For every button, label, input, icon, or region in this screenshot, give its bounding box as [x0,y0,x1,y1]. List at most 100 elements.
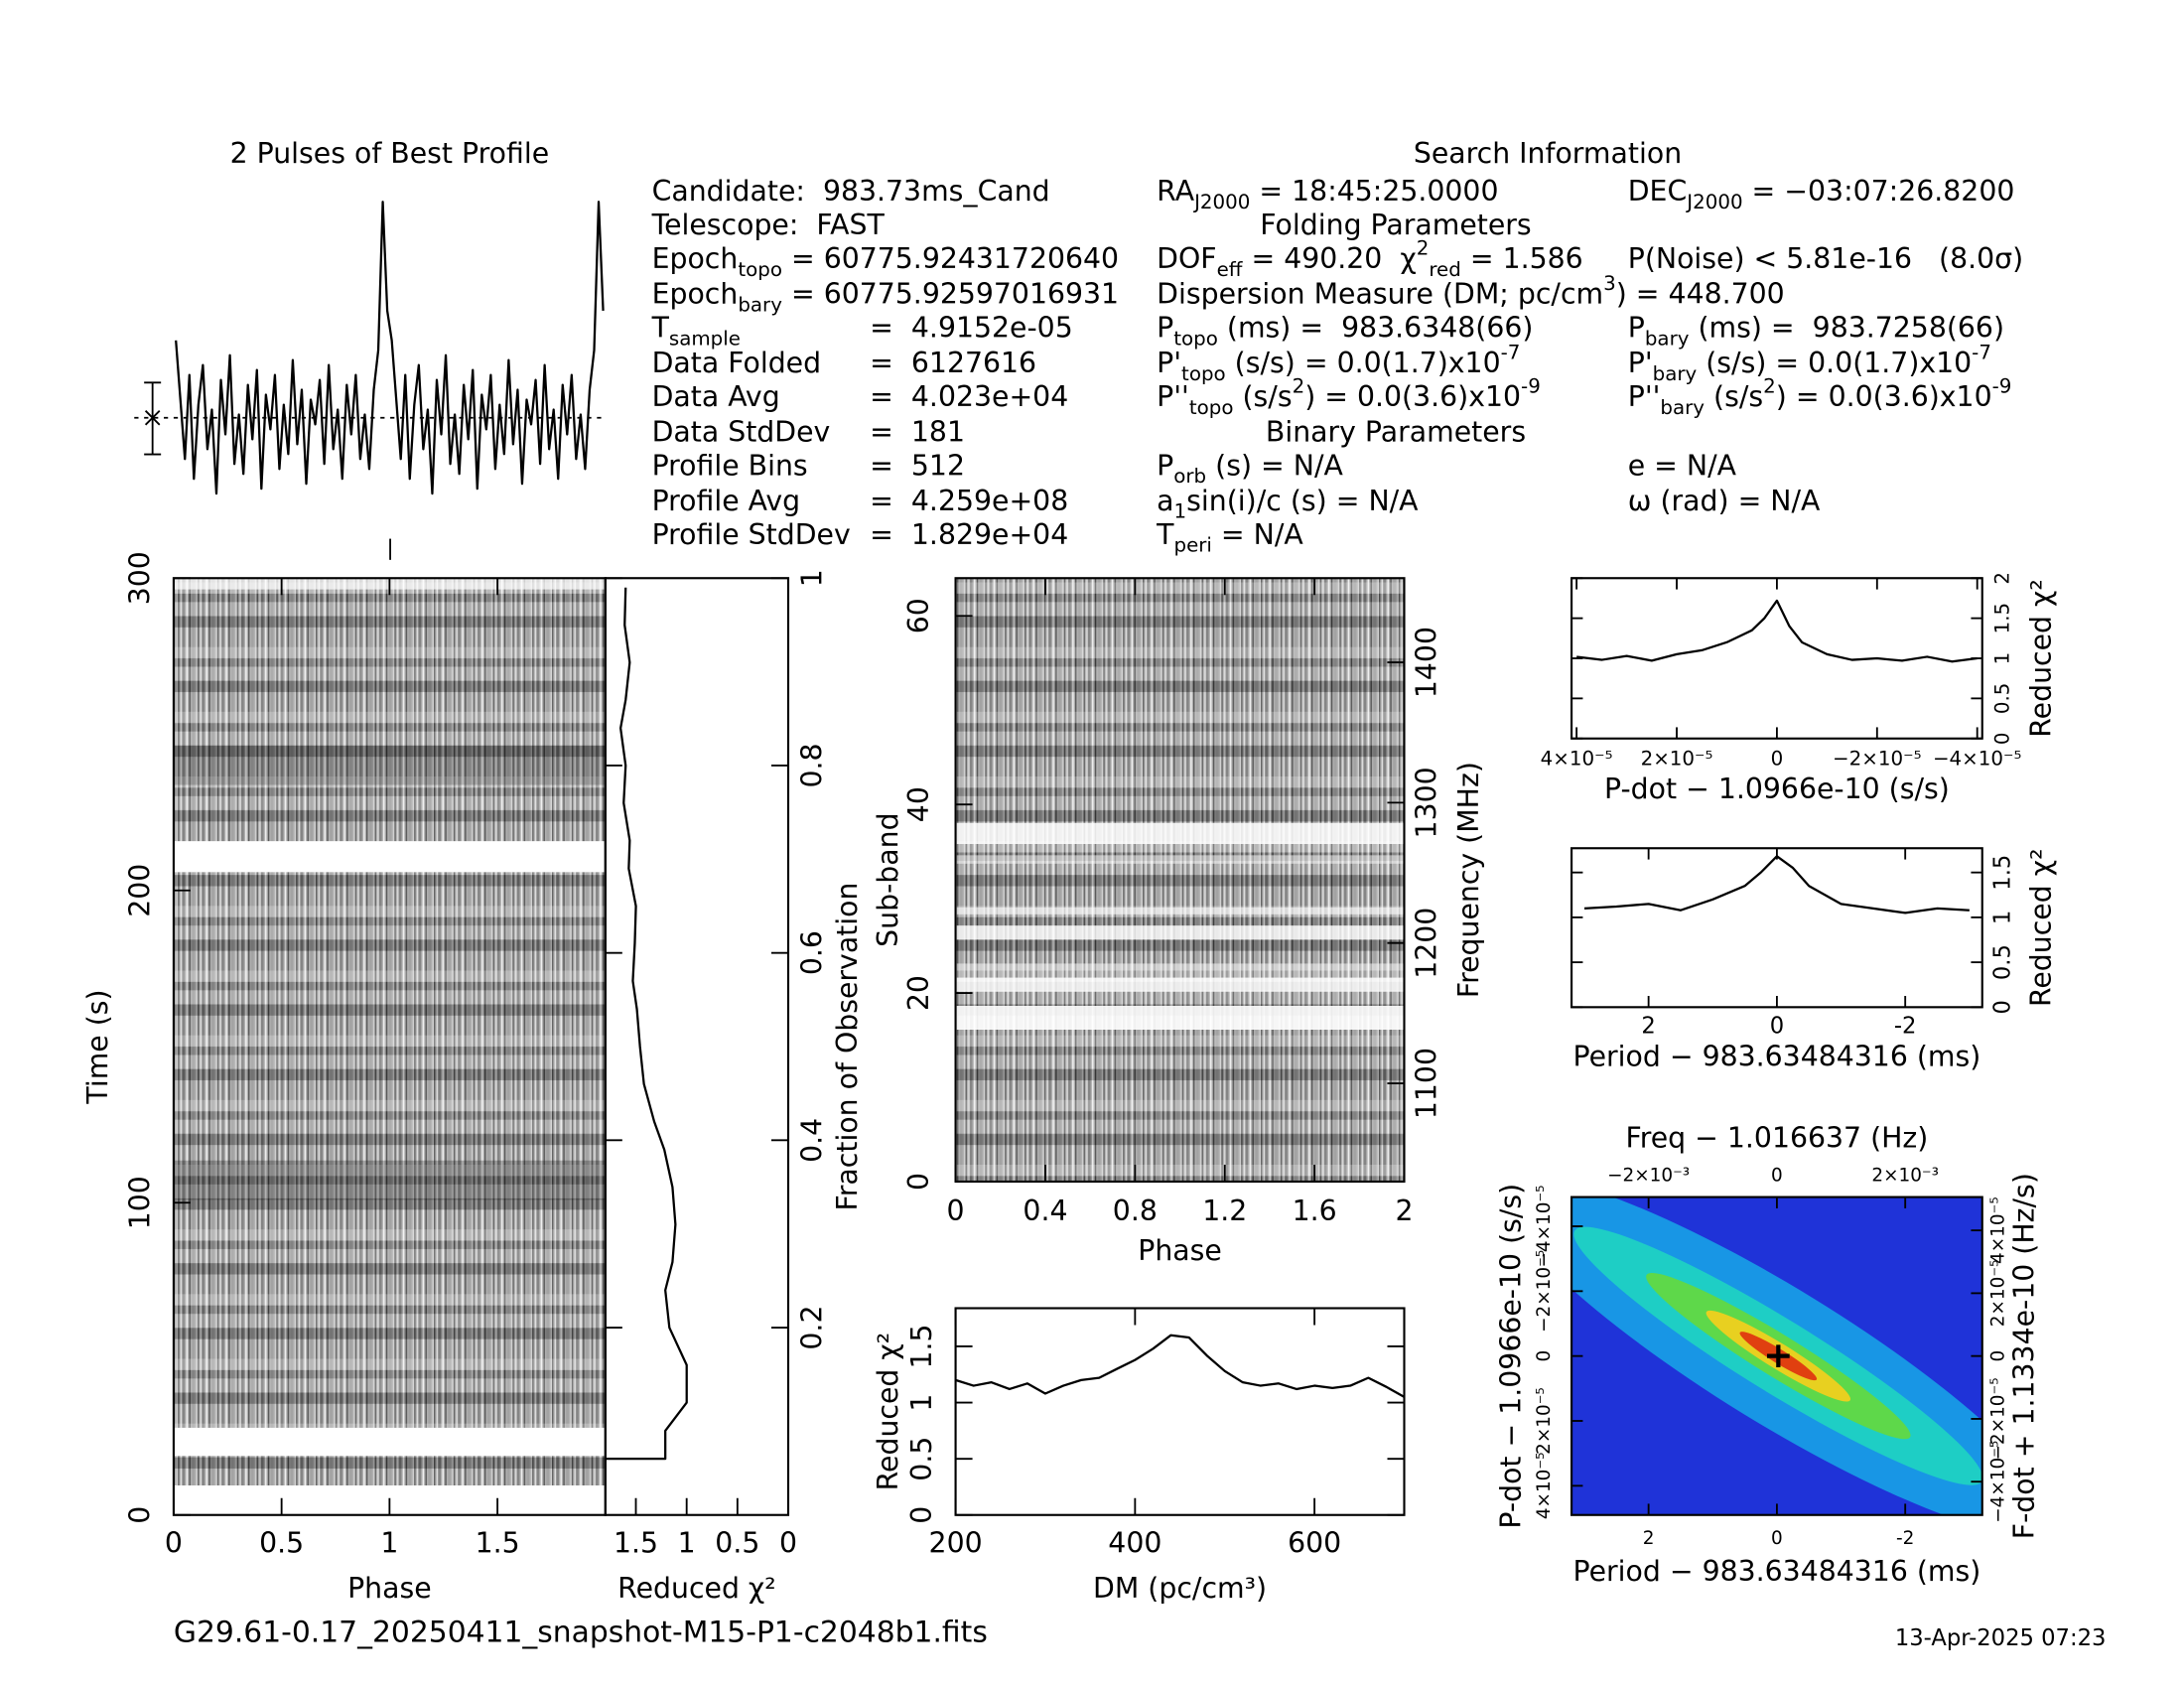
profile-errorbar [134,381,606,560]
tick-label: 0.8 [1113,1195,1158,1227]
tick-label: 2 [1395,1195,1413,1227]
y-axis-label: Sub-band [872,812,904,946]
info-text: Binary Parameters [1266,415,1526,448]
info-line: Ptopo (ms) = 983.6348(66) [1157,312,1533,350]
info-text: Profile Bins [652,449,808,482]
tick-label: 1.5 [476,1527,520,1560]
info-line: = 1.829e+04 [870,518,1068,551]
tick-label: 1.5 [905,1324,938,1368]
tick-label: 0 [1771,1528,1783,1549]
tick-label: −2×10⁻³ [1607,1165,1690,1186]
info-text: T [651,312,670,345]
info-line: P'bary (s/s) = 0.0(1.7)x10-7 [1628,341,1991,384]
info-text: topo [738,257,782,280]
info-text: ) = 0.0(3.6)x10 [1776,380,1992,413]
info-text: = 512 [870,449,965,482]
panel-frame [604,577,790,1516]
tick-label: 0.5 [905,1437,938,1481]
curve [605,587,688,1461]
info-text: = 1.586 [1461,242,1583,275]
info-text: (s) = N/A [1206,449,1343,482]
tick-label: 1.6 [1293,1195,1337,1227]
info-line: a1sin(i)/c (s) = N/A [1157,485,1419,522]
info-text: DEC [1628,175,1688,208]
info-text: bary [1660,395,1705,418]
info-text: eff [1217,257,1244,280]
tick-label: 0 [1771,748,1784,771]
info-line: RAJ2000 = 18:45:25.0000 [1157,175,1498,212]
info-text: = 6127616 [870,347,1036,379]
info-title: Search Information [1414,137,1682,170]
tick-label: 4×10⁻⁵ [1534,1453,1555,1520]
tick-label: 1 [678,1527,696,1560]
info-line: Telescope: FAST [651,209,886,241]
info-text: red [1429,257,1461,280]
info-text: P'' [1157,380,1189,413]
tick-label: 0 [123,1506,156,1524]
period-pdot-heatmap [1571,1196,1982,1515]
y2-axis-label: F-dot + 1.1334e-10 (Hz/s) [2008,1173,2041,1539]
tick-label: 200 [123,864,156,917]
tick-label: 0 [1991,732,2014,745]
date: 13-Apr-2025 07:23 [1895,1625,2107,1651]
info-line: Candidate: 983.73ms_Cand [652,175,1050,208]
tick-label: −4×10⁻⁵ [1933,748,2022,771]
info-text: P [1157,312,1173,345]
curve [955,1334,1406,1398]
info-text: bary [1653,361,1698,384]
tick-label: 400 [1108,1527,1161,1560]
info-line: Data Avg [652,380,780,413]
info-line: DOFeff = 490.20 χ2red = 1.586 [1157,236,1583,280]
info-line: Tsample [651,312,741,350]
tick-label: −4×10⁻⁵ [1534,1185,1555,1267]
info-text: Candidate: 983.73ms_Cand [652,175,1050,208]
info-text: bary [738,293,782,316]
info-text: = 4.023e+04 [870,380,1068,413]
info-text: -9 [1992,374,2012,397]
file-name: G29.61-0.17_20250411_snapshot-M15-P1-c20… [174,1615,988,1649]
time-phase-image [173,578,606,1515]
info-text: Data Avg [652,380,780,413]
tick-label: 0.5 [259,1527,304,1560]
curve [1583,855,1970,914]
info-line: DECJ2000 = −03:07:26.8200 [1628,175,2015,212]
info-text: -7 [1972,341,1991,363]
info-line: Tperi = N/A [1156,518,1303,556]
info-text: -9 [1521,374,1541,397]
info-text: orb [1173,465,1206,488]
info-text: (s/s) = 0.0(1.7)x10 [1697,347,1972,379]
info-line: e = N/A [1628,449,1737,482]
info-text: 2 [1417,236,1430,259]
tick-label: 300 [123,551,156,605]
tick-label: 0.4 [796,1118,829,1163]
info-line: Profile StdDev [652,518,851,551]
info-text: P' [1628,347,1653,379]
info-line: P(Noise) < 5.81e-16 (8.0σ) [1628,242,2023,275]
tick-label: 0 [1771,1165,1783,1186]
info-text: topo [1173,327,1218,350]
info-text: = 60775.92431720640 [782,242,1119,275]
info-text: P [1157,449,1173,482]
curve [175,201,605,495]
tick-label: 1100 [1411,1048,1443,1119]
info-line: Binary Parameters [1266,415,1526,448]
info-line: = 4.023e+04 [870,380,1068,413]
tick-label: 0.8 [796,743,829,787]
info-text: = N/A [1212,518,1303,551]
info-line: ω (rad) = N/A [1628,485,1821,517]
info-text: Profile StdDev [652,518,851,551]
info-line: = 4.9152e-05 [870,312,1073,345]
info-line: P''topo (s/s2) = 0.0(3.6)x10-9 [1157,374,1541,418]
x-axis-label: P-dot − 1.0966e-10 (s/s) [1604,773,1950,805]
info-text: Data StdDev [652,415,831,448]
info-text: bary [1645,327,1690,350]
info-text: = 181 [870,415,965,448]
tick-label: 0 [905,1506,938,1524]
tick-label: 200 [929,1527,983,1560]
info-text: sample [669,327,741,350]
info-line: Porb (s) = N/A [1157,449,1343,487]
tick-label: −2×10⁻⁵ [1833,748,1922,771]
x-axis-label: Reduced χ² [617,1572,775,1605]
tick-label: 1.5 [614,1527,658,1560]
panel-frame [1570,847,1983,1009]
